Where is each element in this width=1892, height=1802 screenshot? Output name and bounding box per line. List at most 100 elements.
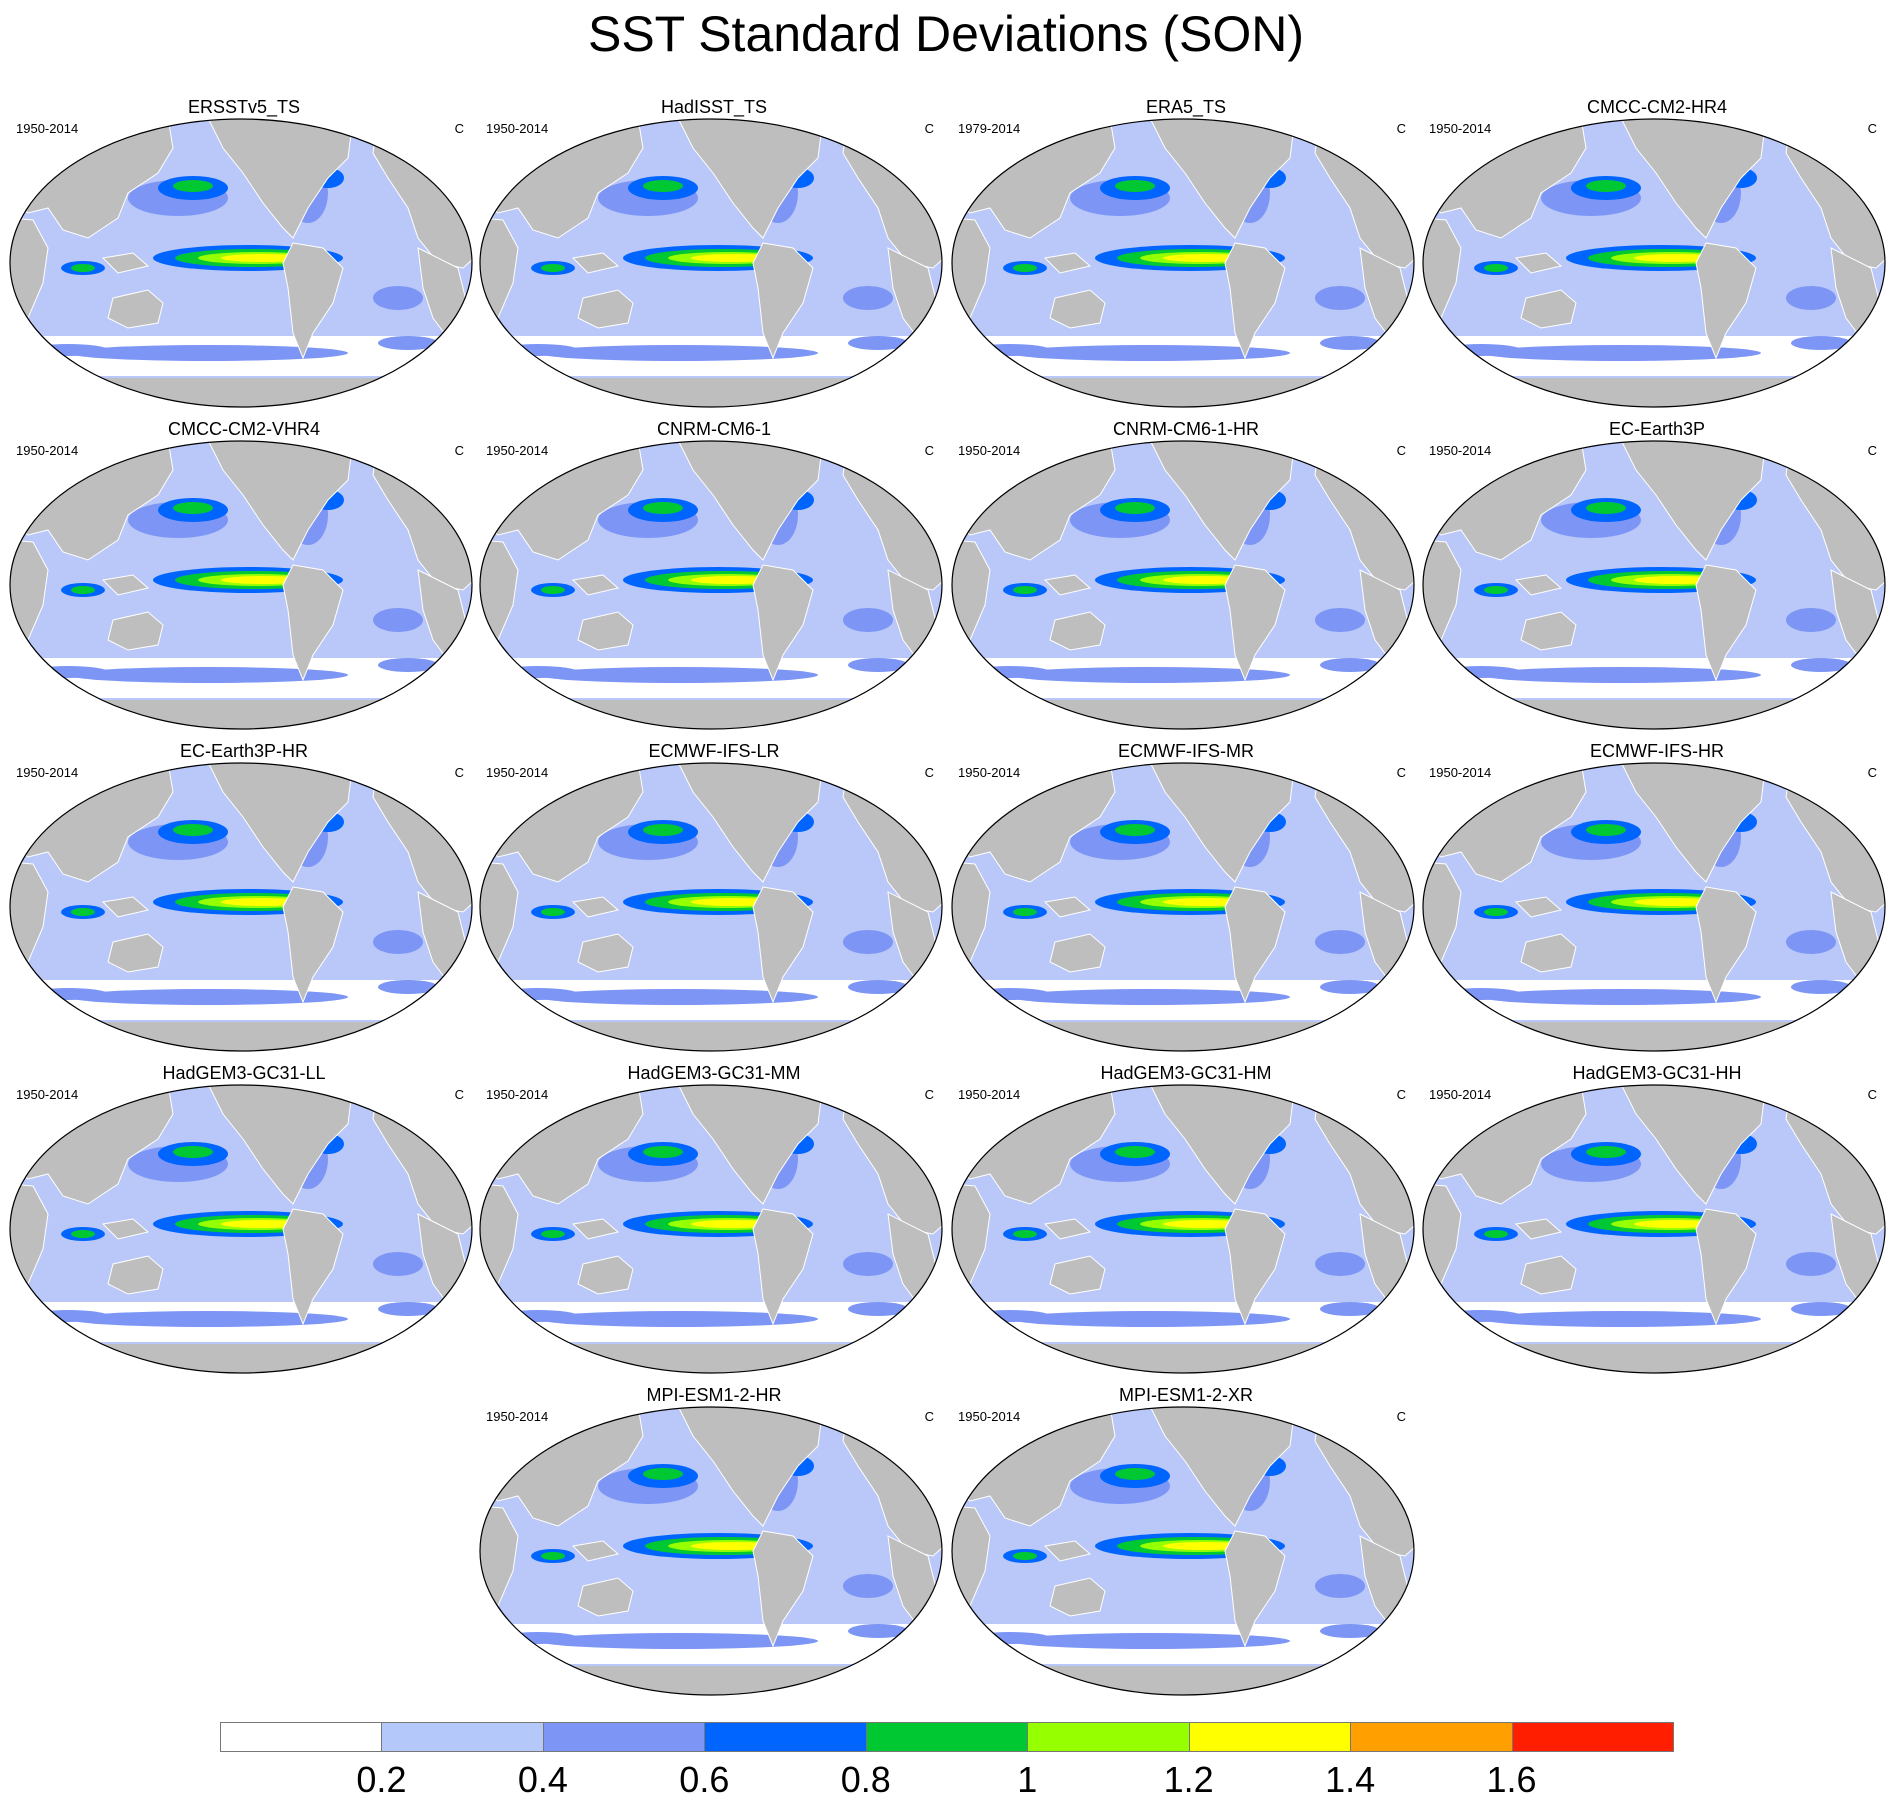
map-panel: HadGEM3-GC31-LL 1950-2014 C — [8, 1062, 480, 1376]
colorbar-legend: 0.2 0.4 0.6 0.8 1 1.2 1.4 1.6 — [220, 1722, 1674, 1800]
panel-units: C — [1396, 443, 1406, 458]
map-panel: MPI-ESM1-2-XR 1950-2014 C — [950, 1384, 1422, 1698]
sst-map — [1422, 1084, 1886, 1374]
sst-map — [1422, 762, 1886, 1052]
sst-map — [479, 762, 943, 1052]
panel-units: C — [1867, 443, 1877, 458]
colorbar-tick-label: 0.6 — [679, 1759, 730, 1800]
map-panel: HadISST_TS 1950-2014 C — [478, 96, 950, 410]
colorbar-box — [381, 1722, 544, 1752]
panel-units: C — [1867, 1087, 1877, 1102]
sst-map — [9, 762, 473, 1052]
panel-period: 1950-2014 — [1429, 121, 1492, 136]
colorbar-box — [704, 1722, 867, 1752]
panel-title: ECMWF-IFS-MR — [1118, 741, 1254, 761]
panel-units: C — [454, 765, 464, 780]
map-panel: EC-Earth3P 1950-2014 C — [1421, 418, 1892, 732]
panel-units: C — [454, 443, 464, 458]
panel-title: EC-Earth3P-HR — [179, 741, 309, 761]
panel-period: 1950-2014 — [958, 1409, 1021, 1424]
sst-map — [1422, 440, 1886, 730]
map-panel: ERA5_TS 1979-2014 C — [950, 96, 1422, 410]
sst-map — [951, 762, 1415, 1052]
map-panel: CNRM-CM6-1-HR 1950-2014 C — [950, 418, 1422, 732]
colorbar-box — [1350, 1722, 1513, 1752]
colorbar-box — [1188, 1722, 1352, 1752]
panel-period: 1979-2014 — [958, 121, 1021, 136]
panel-period: 1950-2014 — [958, 765, 1021, 780]
map-panel: ECMWF-IFS-HR 1950-2014 C — [1421, 740, 1892, 1054]
colorbar-tick-label: 1.4 — [1325, 1759, 1376, 1800]
panel-title: HadGEM3-GC31-LL — [162, 1063, 326, 1083]
panel-period: 1950-2014 — [16, 121, 79, 136]
panel-units: C — [454, 121, 464, 136]
colorbar-tick-label: 0.8 — [840, 1759, 891, 1800]
map-panel: CMCC-CM2-VHR4 1950-2014 C — [8, 418, 480, 732]
panel-title: ECMWF-IFS-LR — [648, 741, 780, 761]
sst-map — [951, 1406, 1415, 1696]
map-panel: CNRM-CM6-1 1950-2014 C — [478, 418, 950, 732]
colorbar-tick-label: 1 — [1017, 1759, 1038, 1800]
panel-units: C — [1867, 765, 1877, 780]
colorbar-tick-label: 0.2 — [356, 1759, 407, 1800]
panel-title: CMCC-CM2-VHR4 — [168, 419, 320, 439]
panel-period: 1950-2014 — [486, 1409, 549, 1424]
map-panel: EC-Earth3P-HR 1950-2014 C — [8, 740, 480, 1054]
colorbar-box — [220, 1722, 383, 1752]
panel-units: C — [924, 765, 934, 780]
panel-title: HadGEM3-GC31-HH — [1572, 1063, 1742, 1083]
panel-period: 1950-2014 — [16, 765, 79, 780]
panel-period: 1950-2014 — [16, 443, 79, 458]
sst-map — [479, 118, 943, 408]
panel-period: 1950-2014 — [958, 1087, 1021, 1102]
sst-map — [479, 1084, 943, 1374]
sst-map — [9, 440, 473, 730]
panel-period: 1950-2014 — [486, 443, 549, 458]
panel-period: 1950-2014 — [486, 765, 549, 780]
map-panel: ERSSTv5_TS 1950-2014 C — [8, 96, 480, 410]
panel-period: 1950-2014 — [958, 443, 1021, 458]
sst-map — [951, 118, 1415, 408]
panel-title: HadISST_TS — [660, 97, 768, 117]
colorbar-tick-label: 1.2 — [1163, 1759, 1214, 1800]
panel-units: C — [924, 443, 934, 458]
panel-period: 1950-2014 — [16, 1087, 79, 1102]
panel-title: CNRM-CM6-1-HR — [1113, 419, 1259, 439]
panel-period: 1950-2014 — [1429, 1087, 1492, 1102]
panel-units: C — [924, 1087, 934, 1102]
sst-map — [951, 440, 1415, 730]
map-panel: HadGEM3-GC31-HM 1950-2014 C — [950, 1062, 1422, 1376]
sst-map — [9, 1084, 473, 1374]
panel-period: 1950-2014 — [1429, 443, 1492, 458]
panel-title: MPI-ESM1-2-XR — [1118, 1385, 1253, 1405]
colorbar-box — [1027, 1722, 1190, 1752]
panel-units: C — [1396, 1087, 1406, 1102]
colorbar-tick-label: 1.6 — [1486, 1759, 1537, 1800]
panel-units: C — [454, 1087, 464, 1102]
panel-title: HadGEM3-GC31-MM — [627, 1063, 801, 1083]
sst-map — [9, 118, 473, 408]
sst-map — [1422, 118, 1886, 408]
colorbar-tick-label: 0.4 — [517, 1759, 568, 1800]
panel-title: MPI-ESM1-2-HR — [646, 1385, 782, 1405]
panel-units: C — [1396, 121, 1406, 136]
panel-units: C — [924, 1409, 934, 1424]
panel-units: C — [1396, 1409, 1406, 1424]
sst-map — [479, 1406, 943, 1696]
colorbar-box — [1511, 1722, 1674, 1752]
sst-map — [951, 1084, 1415, 1374]
map-panel: CMCC-CM2-HR4 1950-2014 C — [1421, 96, 1892, 410]
panel-title: EC-Earth3P — [1608, 419, 1706, 439]
map-panel: ECMWF-IFS-MR 1950-2014 C — [950, 740, 1422, 1054]
panel-period: 1950-2014 — [486, 1087, 549, 1102]
panel-title: ECMWF-IFS-HR — [1590, 741, 1724, 761]
panel-title: HadGEM3-GC31-HM — [1100, 1063, 1272, 1083]
colorbar-box — [865, 1722, 1029, 1752]
map-panel: ECMWF-IFS-LR 1950-2014 C — [478, 740, 950, 1054]
panel-units: C — [1396, 765, 1406, 780]
map-panel: HadGEM3-GC31-HH 1950-2014 C — [1421, 1062, 1892, 1376]
figure-title: SST Standard Deviations (SON) — [587, 6, 1305, 62]
panel-title: ERA5_TS — [1145, 97, 1227, 117]
sst-map — [479, 440, 943, 730]
map-panel: MPI-ESM1-2-HR 1950-2014 C — [478, 1384, 950, 1698]
